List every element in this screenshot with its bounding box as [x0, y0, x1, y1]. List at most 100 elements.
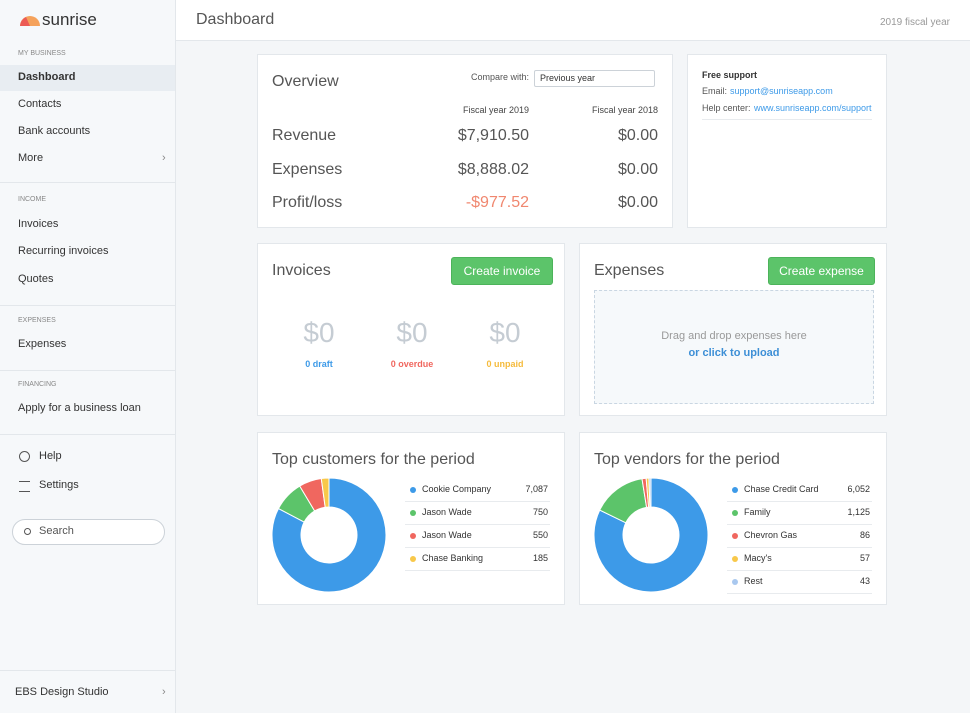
card-title: Invoices: [272, 262, 331, 279]
legend-dot: [410, 533, 416, 539]
row-divider: [727, 547, 872, 548]
nav-item[interactable]: Settings: [39, 479, 79, 491]
divider: [0, 305, 175, 306]
card-title: Expenses: [594, 262, 665, 279]
row-value: $0.00: [617, 194, 658, 211]
legend-value: 1,125: [847, 507, 870, 517]
legend-value: 6,052: [847, 484, 870, 494]
drop-text: Drag and drop expenses here: [661, 330, 807, 342]
card-title: Top customers for the period: [272, 451, 475, 468]
legend-name: Cookie Company: [422, 484, 492, 494]
nav-item[interactable]: Contacts: [18, 98, 62, 110]
nav-item[interactable]: More: [18, 152, 44, 164]
row-divider: [727, 593, 872, 594]
section-heading: FINANCING: [18, 381, 57, 388]
section-heading: MY BUSINESS: [18, 50, 66, 57]
expenses-card: Expenses Create expense Drag and drop ex…: [579, 243, 887, 416]
row-divider: [405, 547, 550, 548]
chevron: ›: [162, 152, 166, 164]
legend-name: Jason Wade: [422, 507, 472, 517]
legend-dot: [732, 556, 738, 562]
nav-item[interactable]: Dashboard: [18, 71, 76, 83]
nav-item[interactable]: Quotes: [18, 273, 54, 285]
search-icon: [24, 528, 31, 535]
legend-dot: [732, 533, 738, 539]
help-link[interactable]: www.sunriseapp.com/support: [754, 103, 872, 113]
legend-value: 185: [532, 553, 548, 563]
row-value: $8,888.02: [457, 161, 529, 178]
divider: [0, 370, 175, 371]
email-label: Email:: [702, 86, 728, 96]
donut-chart: [271, 477, 387, 593]
settings-icon: [19, 481, 30, 492]
legend-dot: [410, 510, 416, 516]
nav-item[interactable]: Help: [39, 450, 62, 462]
legend-dot: [410, 487, 416, 493]
legend-name: Jason Wade: [422, 530, 472, 540]
column-header: Fiscal year 2019: [462, 105, 529, 115]
drop-zone[interactable]: Drag and drop expenses here or click to …: [594, 290, 874, 404]
help-label: Help center:: [702, 103, 751, 113]
create-invoice-button[interactable]: Create invoice: [451, 257, 553, 285]
active-highlight: [0, 65, 175, 91]
nav-item[interactable]: Expenses: [18, 338, 67, 350]
legend-name: Chase Credit Card: [744, 484, 819, 494]
top-customers-card: Top customers for the period Cookie Comp…: [257, 432, 565, 605]
support-title: Free support: [702, 70, 758, 80]
legend-value: 43: [859, 576, 870, 586]
nav-item[interactable]: Recurring invoices: [18, 245, 109, 257]
row-label: Profit/loss: [272, 194, 343, 211]
stat-amount: $0: [489, 317, 521, 348]
card-title: Overview: [272, 73, 339, 90]
row-divider: [405, 570, 550, 571]
create-expense-button[interactable]: Create expense: [768, 257, 875, 285]
page-title: Dashboard: [196, 11, 275, 28]
legend-name: Chevron Gas: [744, 530, 798, 540]
stat-label[interactable]: 0 overdue: [390, 359, 434, 369]
workspace-name[interactable]: EBS Design Studio: [15, 686, 109, 698]
upload-link[interactable]: or click to upload: [688, 347, 780, 359]
row-divider: [405, 501, 550, 502]
section-heading: EXPENSES: [18, 317, 56, 324]
legend-value: 7,087: [525, 484, 548, 494]
row-value: $0.00: [617, 161, 658, 178]
nav-item[interactable]: Apply for a business loan: [18, 402, 141, 414]
compare-select[interactable]: Previous year: [534, 70, 655, 87]
legend-value: 550: [532, 530, 548, 540]
stat-label[interactable]: 0 unpaid: [486, 359, 524, 369]
stat-label[interactable]: 0 draft: [305, 359, 333, 369]
brand: sunrise: [42, 10, 97, 29]
header: Dashboard 2019 fiscal year: [176, 0, 970, 41]
donut-chart: [593, 477, 709, 593]
donut-slice: [271, 477, 387, 593]
row-divider: [405, 524, 550, 525]
legend-value: 750: [532, 507, 548, 517]
nav-item[interactable]: Invoices: [18, 218, 59, 230]
donut-slice: [320, 477, 330, 508]
email-link[interactable]: support@sunriseapp.com: [730, 86, 833, 96]
legend-dot: [410, 556, 416, 562]
section-heading: INCOME: [18, 196, 46, 203]
divider: [0, 434, 175, 435]
row-divider: [727, 501, 872, 502]
nav-item[interactable]: Bank accounts: [18, 125, 91, 137]
column-header: Fiscal year 2018: [591, 105, 658, 115]
row-value: -$977.52: [465, 194, 529, 211]
row-divider: [727, 524, 872, 525]
invoices-card: Invoices Create invoice $0 0 draft $0 0 ove…: [257, 243, 565, 416]
stat-amount: $0: [303, 317, 335, 348]
legend-value: 57: [859, 553, 870, 563]
card-title: Top vendors for the period: [594, 451, 780, 468]
chevron: ›: [162, 686, 166, 698]
legend-dot: [732, 579, 738, 585]
legend-name: Chase Banking: [422, 553, 484, 563]
divider: [0, 670, 175, 671]
fiscal-year[interactable]: 2019 fiscal year: [879, 17, 950, 28]
support-card: Free support Email: support@sunriseapp.c…: [687, 54, 887, 228]
legend-dot: [732, 487, 738, 493]
top-vendors-card: Top vendors for the period Chase Credit …: [579, 432, 887, 605]
search-placeholder: Search: [39, 525, 74, 537]
stat-amount: $0: [396, 317, 428, 348]
search-box[interactable]: Search: [12, 519, 165, 545]
